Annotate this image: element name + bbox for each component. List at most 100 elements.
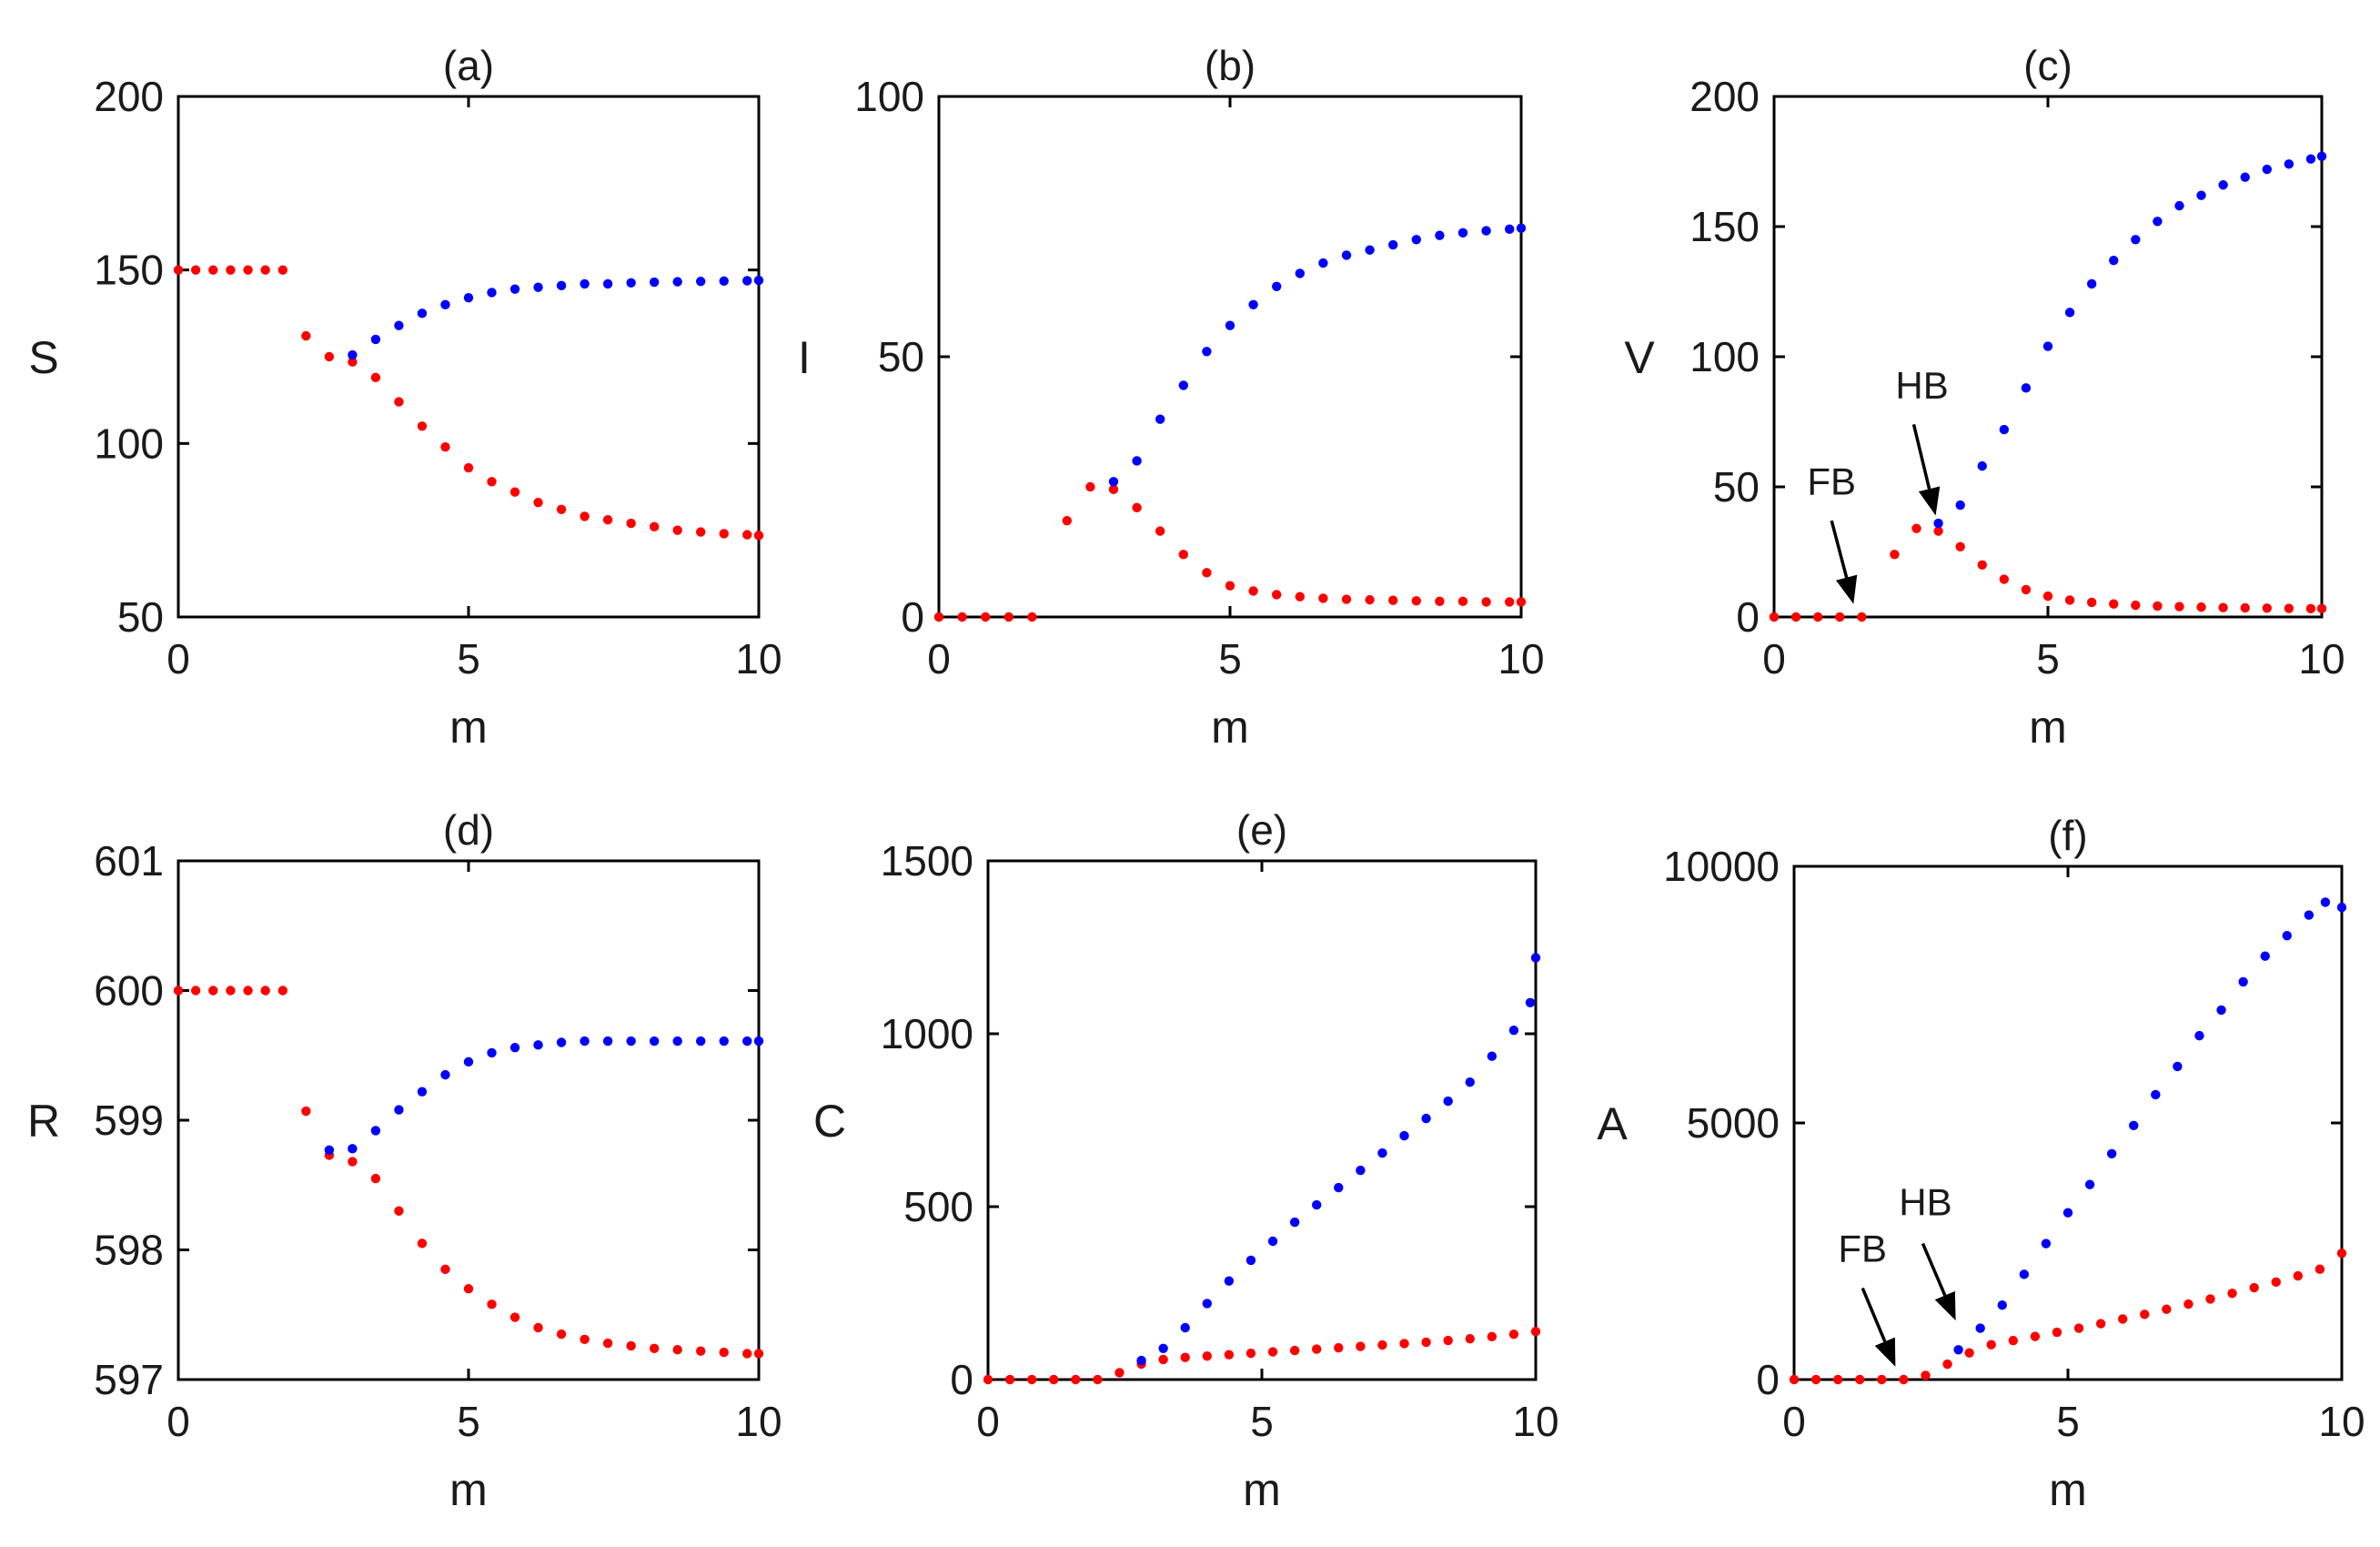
panel-f-stable-point-18 (2183, 1299, 2193, 1309)
panel-a-stable-point-18 (556, 504, 567, 514)
panel-f-unstable-point-16 (2304, 910, 2314, 920)
panel-d-unstable-point-10 (556, 1037, 567, 1047)
panel-b-stable-point-2 (981, 612, 991, 622)
panel-b-stable-point-8 (1132, 502, 1142, 513)
panel-c-annotation-hb-label: HB (1895, 364, 1948, 407)
panel-f-stable-point-9 (1986, 1340, 1996, 1350)
panel-d-stable-point-10 (370, 1173, 381, 1184)
panel-a-stable-point-17 (533, 497, 543, 508)
panel-a-unstable-point-12 (626, 278, 636, 288)
panel-c-ytick-label-2: 100 (1689, 333, 1760, 380)
panel-f-stable-point-12 (2052, 1327, 2062, 1338)
panel-e-unstable-point-5 (1245, 1255, 1256, 1266)
panel-f-unstable-point-2 (1997, 1300, 2007, 1310)
panel-c-unstable-point-1 (1955, 500, 1965, 511)
panel-a-unstable-point-14 (672, 277, 682, 287)
panel-e-series-unstable (1136, 953, 1541, 1366)
panel-a-unstable-point-6 (487, 288, 497, 298)
panel-d-stable-point-16 (509, 1312, 520, 1322)
panel-f-stable-point-22 (2271, 1277, 2281, 1288)
panel-e-stable-point-17 (1356, 1341, 1366, 1351)
panel-a-stable-point-16 (509, 487, 520, 497)
panel-f-xtick-label-1: 5 (2056, 1398, 2080, 1445)
panel-d-stable-point-14 (463, 1284, 474, 1294)
panel-f-stable-point-4 (1877, 1374, 1887, 1385)
panel-c-annotation-hb-arrow-head (1918, 486, 1941, 516)
panel-e-stable-point-16 (1334, 1342, 1344, 1353)
panel-d-stable-point-22 (649, 1343, 660, 1354)
panel-a-ytick-label-3: 200 (94, 73, 164, 120)
panel-d-xlabel: m (449, 1464, 488, 1515)
panel-f-stable-point-15 (2118, 1314, 2128, 1324)
panel-c-unstable-point-0 (1933, 518, 1943, 529)
panel-e-unstable-point-12 (1399, 1130, 1409, 1141)
panel-a-ylabel: S (28, 332, 58, 383)
panel-a-stable-point-7 (301, 330, 311, 341)
panel-b-xtick-label-0: 0 (927, 635, 951, 682)
panel-c-ytick-label-0: 0 (1736, 593, 1760, 641)
panel-a-unstable-point-2 (394, 320, 404, 330)
panel-a-ytick-label-1: 100 (94, 420, 164, 467)
panel-b-stable-point-15 (1295, 592, 1306, 602)
panel-f-stable-point-11 (2030, 1331, 2041, 1341)
panel-a-stable-point-11 (394, 397, 404, 407)
panel-b-unstable-point-16 (1481, 226, 1491, 236)
panel-f-annotation-hb-arrow-line (1921, 1242, 1947, 1297)
panel-b-unstable-point-15 (1457, 228, 1468, 238)
panel-f-unstable-point-10 (2173, 1061, 2183, 1072)
panel-f-xtick-label-2: 10 (2318, 1398, 2365, 1445)
panel-d-ytick-label-0: 597 (94, 1356, 164, 1403)
panel-b-stable-point-5 (1062, 515, 1073, 526)
panel-e-stable-point-10 (1202, 1350, 1213, 1361)
panel-b-stable-point-7 (1108, 484, 1119, 495)
panel-b-stable-point-11 (1202, 568, 1212, 578)
panel-d-stable-point-6 (277, 986, 288, 996)
panel-f-annotation-hb: HB (1899, 1181, 1956, 1321)
panel-a-xtick-label-0: 0 (166, 635, 190, 682)
panel-e-xtick-label-2: 10 (1512, 1398, 1558, 1445)
panel-e-stable-point-18 (1377, 1340, 1387, 1350)
panel-b-stable-point-25 (1516, 597, 1527, 607)
panel-a-unstable-point-1 (370, 334, 381, 345)
panel-d-ytick-label-1: 598 (94, 1227, 164, 1274)
panel-c-unstable-point-2 (1977, 460, 1987, 471)
panel-d-unstable-point-5 (440, 1069, 450, 1080)
panel-f-unstable-point-6 (2084, 1179, 2095, 1189)
panel-e-ytick-label-1: 500 (903, 1183, 973, 1230)
panel-a-stable-point-25 (719, 529, 729, 539)
panel-d-ytick-label-4: 601 (94, 837, 164, 885)
panel-a-stable-point-19 (580, 511, 590, 521)
panel-a-unstable-point-15 (696, 277, 706, 287)
panel-b-ytick-label-0: 0 (901, 593, 924, 641)
panel-c-stable-point-3 (1835, 612, 1845, 622)
panel-b-xlabel: m (1211, 702, 1249, 753)
panel-a-stable-point-2 (208, 265, 218, 275)
panel-a-stable-point-1 (190, 265, 201, 275)
panel-e-unstable-point-1 (1158, 1343, 1168, 1354)
panel-e-stable-point-13 (1267, 1347, 1278, 1357)
panel-b-unstable-point-13 (1411, 235, 1422, 245)
panel-a-stable-point-15 (487, 477, 497, 487)
panel-e-stable-point-1 (1004, 1374, 1015, 1385)
panel-a-stable-point-14 (463, 462, 474, 473)
panel-c-stable-point-19 (2196, 602, 2206, 612)
panel-a-stable-point-20 (602, 515, 613, 525)
panel-b-unstable-point-6 (1248, 299, 1258, 309)
panel-d-unstable-point-0 (324, 1145, 335, 1155)
panel-d-stable-point-3 (226, 986, 236, 996)
panel-c-stable-point-18 (2174, 602, 2184, 612)
panel-a-series-unstable (348, 275, 764, 360)
panel-f-stable-point-0 (1789, 1374, 1800, 1385)
panel-c-unstable-point-15 (2262, 164, 2272, 175)
panel-c-stable-point-5 (1890, 550, 1900, 560)
panel-d-series-stable (173, 986, 764, 1359)
panel-b-xtick-label-2: 10 (1498, 635, 1544, 682)
panel-b-stable-point-9 (1155, 526, 1165, 536)
panel-d-xtick-label-0: 0 (166, 1398, 190, 1445)
panel-c-unstable-point-12 (2196, 190, 2206, 200)
panel-f-stable-point-23 (2293, 1270, 2304, 1281)
panel-d-title: (d) (443, 806, 494, 854)
panel-d-stable-point-26 (742, 1349, 752, 1359)
panel-a-stable-point-4 (243, 265, 253, 275)
